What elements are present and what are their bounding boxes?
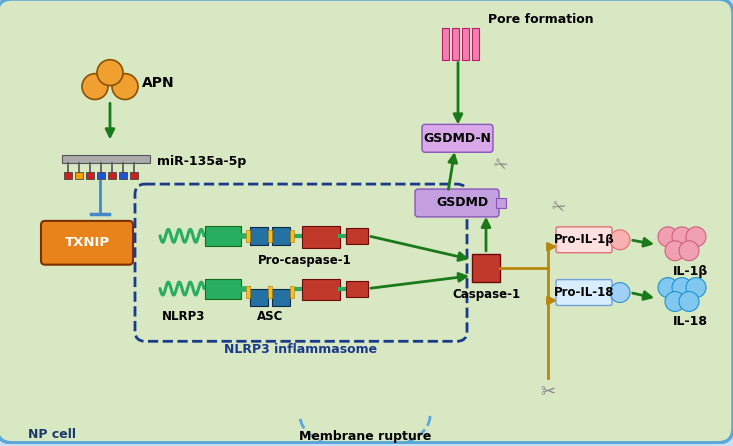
Bar bbox=[302, 279, 340, 301]
Circle shape bbox=[610, 230, 630, 250]
FancyBboxPatch shape bbox=[415, 189, 499, 217]
Text: NP cell: NP cell bbox=[28, 428, 76, 441]
Bar bbox=[268, 230, 272, 242]
Text: Pro-caspase-1: Pro-caspase-1 bbox=[258, 254, 352, 267]
Circle shape bbox=[610, 283, 630, 302]
Bar bbox=[302, 226, 340, 248]
Circle shape bbox=[97, 60, 123, 86]
Text: GSDMD-N: GSDMD-N bbox=[424, 132, 491, 145]
Circle shape bbox=[665, 241, 685, 261]
Text: IL-18: IL-18 bbox=[672, 315, 707, 328]
FancyBboxPatch shape bbox=[556, 280, 612, 306]
Text: ✂: ✂ bbox=[548, 196, 567, 218]
Bar bbox=[108, 172, 116, 179]
Bar bbox=[250, 227, 268, 245]
Text: ✂: ✂ bbox=[490, 153, 510, 175]
Bar bbox=[462, 28, 469, 60]
Bar bbox=[246, 285, 250, 297]
Bar bbox=[205, 226, 241, 246]
Bar bbox=[205, 279, 241, 298]
Text: Membrane rupture: Membrane rupture bbox=[299, 430, 431, 443]
FancyBboxPatch shape bbox=[41, 221, 133, 264]
Text: APN: APN bbox=[142, 75, 174, 90]
Circle shape bbox=[658, 277, 678, 297]
Text: Pore formation: Pore formation bbox=[488, 13, 594, 26]
Bar bbox=[272, 289, 290, 306]
Bar bbox=[246, 230, 250, 242]
Text: NLRP3: NLRP3 bbox=[162, 310, 205, 323]
Text: ASC: ASC bbox=[257, 310, 283, 323]
Bar bbox=[290, 230, 294, 242]
Bar bbox=[64, 172, 72, 179]
Text: Pro-IL-18: Pro-IL-18 bbox=[553, 286, 614, 299]
Circle shape bbox=[679, 241, 699, 261]
Bar bbox=[472, 28, 479, 60]
Bar bbox=[250, 289, 268, 306]
Bar bbox=[86, 172, 94, 179]
Text: Pro-IL-1β: Pro-IL-1β bbox=[553, 233, 614, 246]
Bar bbox=[472, 254, 500, 281]
Text: TXNIP: TXNIP bbox=[65, 236, 109, 249]
Text: NLRP3 inflammasome: NLRP3 inflammasome bbox=[224, 343, 377, 356]
Circle shape bbox=[672, 277, 692, 297]
Text: IL-1β: IL-1β bbox=[672, 264, 707, 278]
Bar bbox=[442, 28, 449, 60]
Circle shape bbox=[679, 292, 699, 311]
Bar bbox=[290, 285, 294, 297]
Bar bbox=[130, 172, 138, 179]
Circle shape bbox=[112, 74, 138, 99]
Circle shape bbox=[665, 292, 685, 311]
Bar bbox=[346, 281, 368, 297]
Bar bbox=[452, 28, 459, 60]
Circle shape bbox=[658, 227, 678, 247]
Circle shape bbox=[686, 277, 706, 297]
Bar bbox=[496, 198, 506, 208]
Text: Caspase-1: Caspase-1 bbox=[452, 288, 520, 301]
FancyBboxPatch shape bbox=[556, 227, 612, 253]
Bar bbox=[62, 155, 150, 163]
Bar bbox=[75, 172, 83, 179]
Bar bbox=[97, 172, 105, 179]
Circle shape bbox=[672, 227, 692, 247]
Bar bbox=[268, 285, 272, 297]
Circle shape bbox=[686, 227, 706, 247]
Text: ✂: ✂ bbox=[540, 383, 556, 401]
Bar bbox=[272, 227, 290, 245]
Text: miR-135a-5p: miR-135a-5p bbox=[157, 155, 246, 168]
Bar bbox=[346, 228, 368, 244]
FancyBboxPatch shape bbox=[422, 124, 493, 152]
Text: GSDMD: GSDMD bbox=[436, 197, 488, 210]
Bar bbox=[119, 172, 127, 179]
Circle shape bbox=[82, 74, 108, 99]
